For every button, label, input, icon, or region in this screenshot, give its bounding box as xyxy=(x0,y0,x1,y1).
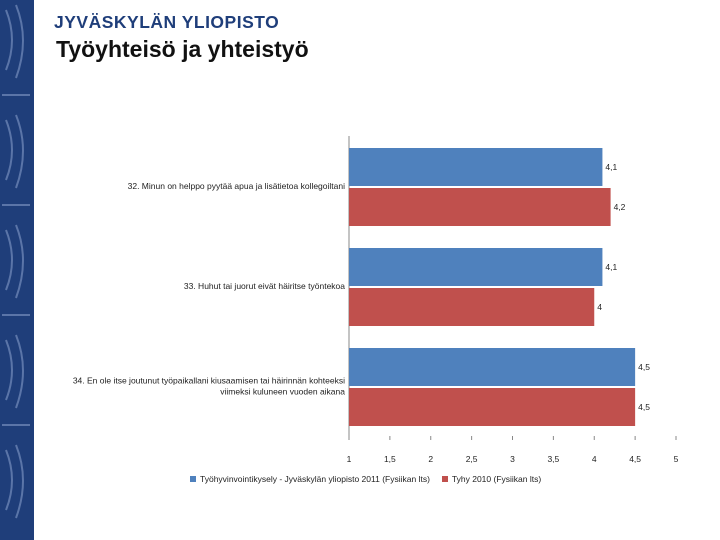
data-label: 4 xyxy=(597,302,602,312)
x-tick-label: 2 xyxy=(428,454,433,464)
legend-item-series-1: Työhyvinvointikysely - Jyväskylän yliopi… xyxy=(190,474,430,484)
legend-swatch-series-2 xyxy=(441,476,448,482)
x-tick-label: 1 xyxy=(347,454,352,464)
page-title: Työyhteisö ja yhteistyö xyxy=(56,36,309,62)
chart-legend: Työhyvinvointikysely - Jyväskylän yliopi… xyxy=(190,474,541,484)
x-tick-label: 3 xyxy=(510,454,515,464)
x-tick-label: 4 xyxy=(592,454,597,464)
bar-series-1 xyxy=(349,148,603,186)
bar-series-2 xyxy=(349,188,611,226)
data-label: 4,5 xyxy=(638,402,650,412)
x-tick-label: 3,5 xyxy=(547,454,559,464)
legend-label-series-1: Työhyvinvointikysely - Jyväskylän yliopi… xyxy=(200,474,430,484)
university-brand: JYVÄSKYLÄN YLIOPISTO xyxy=(54,12,280,32)
category-label: 32. Minun on helppo pyytää apua ja lisät… xyxy=(128,181,345,191)
bar-series-2 xyxy=(349,388,636,426)
bar-series-1 xyxy=(349,248,603,286)
side-band xyxy=(0,0,34,540)
x-tick-label: 1,5 xyxy=(384,454,396,464)
data-label: 4,5 xyxy=(638,362,650,372)
category-label: 34. En ole itse joutunut työpaikallani k… xyxy=(73,376,345,386)
x-tick-label: 5 xyxy=(674,454,679,464)
data-label: 4,1 xyxy=(605,162,617,172)
data-label: 4,1 xyxy=(605,262,617,272)
category-label: 33. Huhut tai juorut eivät häiritse työn… xyxy=(184,281,345,291)
legend-swatch-series-1 xyxy=(190,476,196,482)
university-logo-pattern xyxy=(2,4,30,519)
bar-series-2 xyxy=(349,288,595,326)
x-tick-label: 4,5 xyxy=(629,454,641,464)
x-tick-label: 2,5 xyxy=(466,454,478,464)
bar-series-1 xyxy=(349,348,636,386)
category-label: viimeksi kuluneen vuoden aikana xyxy=(220,387,345,397)
data-label: 4,2 xyxy=(614,202,626,212)
legend-label-series-2: Tyhy 2010 (Fysiikan lts) xyxy=(451,474,542,484)
legend-item-series-2: Tyhy 2010 (Fysiikan lts) xyxy=(441,474,542,484)
